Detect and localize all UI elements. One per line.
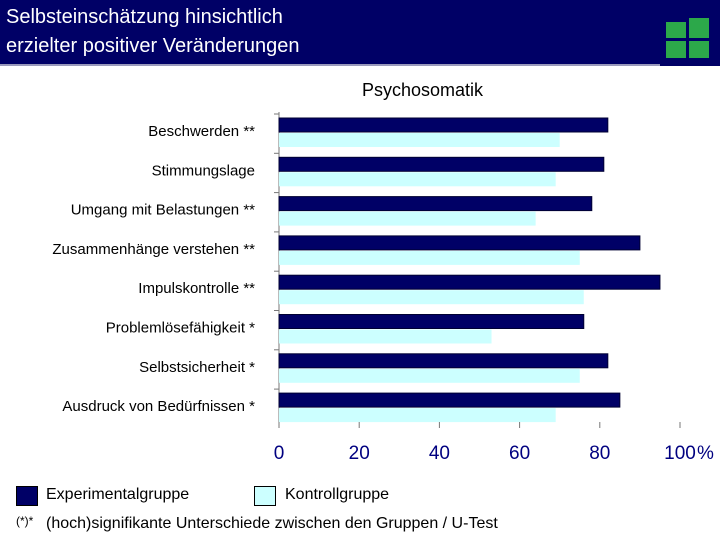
category-label: Ausdruck von Bedürfnissen * <box>62 398 255 415</box>
bar-control <box>279 133 560 147</box>
x-tick-label: 60 <box>509 443 530 464</box>
header-divider <box>0 64 660 66</box>
category-label: Beschwerden ** <box>148 123 255 140</box>
bar-experimental <box>278 274 661 290</box>
bar-experimental <box>278 353 609 369</box>
page-title-line-1: Selbsteinschätzung hinsichtlich <box>6 6 283 28</box>
bar-experimental <box>278 156 605 172</box>
legend-swatch-experimental <box>16 486 38 506</box>
x-tick-label: 0 <box>274 443 285 464</box>
bar-experimental <box>278 392 621 408</box>
bar-experimental <box>278 314 585 329</box>
chart-title: Psychosomatik <box>362 80 484 100</box>
bar-control <box>279 211 536 226</box>
logo <box>664 8 712 58</box>
x-tick-label: 100 <box>664 443 696 464</box>
bar-experimental <box>278 235 641 251</box>
bar-control <box>279 329 492 344</box>
bar-control <box>279 290 584 305</box>
legend-label-experimental: Experimentalgruppe <box>46 486 190 503</box>
category-label: Problemlösefähigkeit * <box>106 320 255 337</box>
bar-control <box>279 250 580 265</box>
bar-control <box>279 408 556 423</box>
category-label: Umgang mit Belastungen ** <box>71 202 255 219</box>
page-title-line-2: erzielter positiver Veränderungen <box>6 35 300 57</box>
bar-experimental <box>278 196 593 212</box>
footnote-marker: (*)* <box>16 514 34 528</box>
header-bar: Selbsteinschätzung hinsichtlich erzielte… <box>0 0 720 66</box>
category-label: Impulskontrolle ** <box>138 280 255 297</box>
x-tick-label: 20 <box>349 443 370 464</box>
x-tick-label: 80 <box>589 443 610 464</box>
x-unit-label: % <box>697 443 714 464</box>
footnote-text: (hoch)signifikante Unterschiede zwischen… <box>46 515 498 532</box>
bar-control <box>279 368 580 383</box>
category-label: Zusammenhänge verstehen ** <box>52 241 255 258</box>
bar-control <box>279 172 556 187</box>
legend-label-control: Kontrollgruppe <box>285 486 390 503</box>
bar-experimental <box>278 117 609 133</box>
legend-swatch-control <box>254 486 276 506</box>
category-label: Stimmungslage <box>152 162 255 179</box>
x-tick-label: 40 <box>429 443 450 464</box>
category-label: Selbstsicherheit * <box>139 359 255 376</box>
